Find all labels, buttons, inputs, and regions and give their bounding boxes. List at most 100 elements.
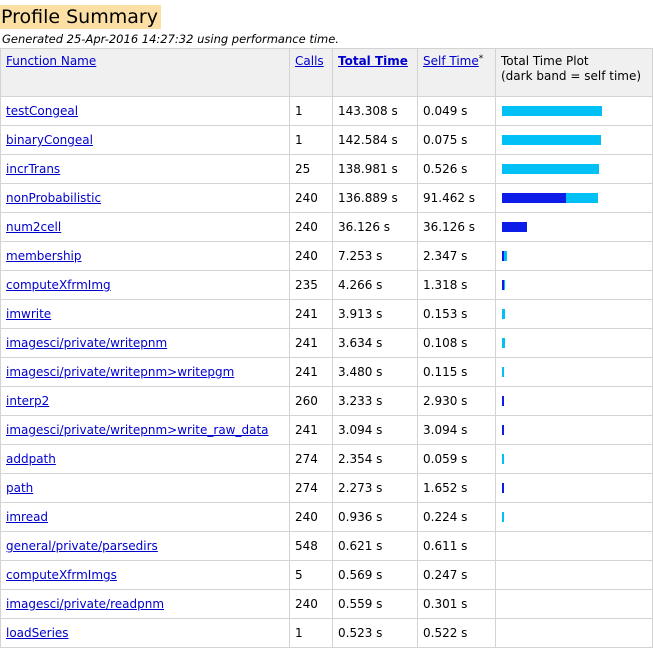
function-link[interactable]: computeXfrmImgs [6, 568, 117, 582]
sort-calls-link[interactable]: Calls [295, 54, 324, 68]
function-link[interactable]: nonProbabilistic [6, 191, 102, 205]
time-bar [502, 541, 647, 551]
table-row: computeXfrmImgs 5 0.569 s 0.247 s [0, 560, 653, 590]
time-bar [502, 454, 647, 464]
total-time-band [502, 512, 504, 522]
calls-cell: 25 [289, 154, 333, 184]
self-time-cell: 0.301 s [417, 589, 496, 619]
total-time-band [502, 338, 505, 348]
self-time-cell: 1.318 s [417, 270, 496, 300]
time-plot-cell [495, 125, 653, 155]
function-link[interactable]: membership [6, 249, 82, 263]
table-row: membership 240 7.253 s 2.347 s [0, 241, 653, 271]
function-link[interactable]: interp2 [6, 394, 50, 408]
time-bar [502, 425, 647, 435]
time-bar [502, 135, 647, 145]
time-bar [502, 512, 647, 522]
self-time-cell: 1.652 s [417, 473, 496, 503]
calls-cell: 240 [289, 241, 333, 271]
sort-function-name-link[interactable]: Function Name [6, 54, 97, 68]
table-row: imagesci/private/writepnm 241 3.634 s 0.108… [0, 328, 653, 358]
self-time-footnote-marker: * [478, 54, 484, 64]
self-time-cell: 0.049 s [417, 96, 496, 126]
time-bar [502, 251, 647, 261]
self-time-cell: 3.094 s [417, 415, 496, 445]
calls-cell: 241 [289, 299, 333, 329]
time-plot-cell [495, 357, 653, 387]
function-link[interactable]: general/private/parsedirs [6, 539, 158, 553]
total-time-cell: 143.308 s [332, 96, 418, 126]
function-name-header: Function Name [0, 48, 290, 97]
table-row: loadSeries 1 0.523 s 0.522 s [0, 618, 653, 648]
calls-cell: 241 [289, 328, 333, 358]
profile-table: Function Name Calls Total Time Self Time… [0, 48, 653, 648]
self-time-cell: 0.153 s [417, 299, 496, 329]
total-time-band [502, 367, 504, 377]
time-plot-cell [495, 154, 653, 184]
self-time-cell: 0.115 s [417, 357, 496, 387]
self-time-cell: 2.930 s [417, 386, 496, 416]
function-name-cell: imread [0, 502, 290, 532]
function-link[interactable]: imagesci/private/readpnm [6, 597, 165, 611]
total-time-cell: 0.559 s [332, 589, 418, 619]
calls-cell: 240 [289, 502, 333, 532]
total-time-cell: 0.621 s [332, 531, 418, 561]
sort-total-time-link[interactable]: Total Time [338, 54, 408, 68]
function-link[interactable]: computeXfrmImg [6, 278, 111, 292]
total-time-band [502, 106, 602, 116]
calls-cell: 241 [289, 357, 333, 387]
calls-cell: 240 [289, 212, 333, 242]
calls-cell: 235 [289, 270, 333, 300]
function-name-cell: imwrite [0, 299, 290, 329]
function-link[interactable]: imagesci/private/writepnm>write_raw_data [6, 423, 269, 437]
function-link[interactable]: path [6, 481, 34, 495]
total-time-cell: 138.981 s [332, 154, 418, 184]
total-time-cell: 3.094 s [332, 415, 418, 445]
sort-self-time-link[interactable]: Self Time [423, 54, 479, 68]
self-time-band [502, 222, 527, 232]
time-bar [502, 222, 647, 232]
time-bar [502, 193, 647, 203]
total-time-cell: 0.523 s [332, 618, 418, 648]
function-name-cell: imagesci/private/writepnm>write_raw_data [0, 415, 290, 445]
self-time-cell: 2.347 s [417, 241, 496, 271]
total-time-band [502, 251, 507, 261]
table-row: imwrite 241 3.913 s 0.153 s [0, 299, 653, 329]
function-link[interactable]: num2cell [6, 220, 62, 234]
table-row: imagesci/private/writepnm>writepgm 241 3.4… [0, 357, 653, 387]
self-time-header: Self Time* [417, 48, 496, 97]
function-name-cell: membership [0, 241, 290, 271]
time-plot-cell [495, 531, 653, 561]
calls-cell: 274 [289, 473, 333, 503]
function-link[interactable]: addpath [6, 452, 56, 466]
time-bar [502, 338, 647, 348]
function-link[interactable]: incrTrans [6, 162, 61, 176]
self-time-cell: 0.611 s [417, 531, 496, 561]
function-name-cell: general/private/parsedirs [0, 531, 290, 561]
time-plot-cell [495, 299, 653, 329]
table-row: general/private/parsedirs 548 0.621 s 0.611… [0, 531, 653, 561]
self-time-cell: 0.059 s [417, 444, 496, 474]
function-link[interactable]: loadSeries [6, 626, 69, 640]
self-time-band [502, 280, 504, 290]
self-time-band [502, 251, 504, 261]
time-plot-cell [495, 96, 653, 126]
function-name-cell: interp2 [0, 386, 290, 416]
calls-cell: 241 [289, 415, 333, 445]
time-plot-cell [495, 444, 653, 474]
function-link[interactable]: imwrite [6, 307, 52, 321]
table-row: incrTrans 25 138.981 s 0.526 s [0, 154, 653, 184]
function-link[interactable]: testCongeal [6, 104, 79, 118]
function-link[interactable]: imagesci/private/writepnm [6, 336, 168, 350]
function-link[interactable]: binaryCongeal [6, 133, 93, 147]
time-bar [502, 628, 647, 638]
total-time-cell: 4.266 s [332, 270, 418, 300]
table-row: num2cell 240 36.126 s 36.126 s [0, 212, 653, 242]
function-link[interactable]: imread [6, 510, 49, 524]
calls-cell: 260 [289, 386, 333, 416]
self-time-band [502, 193, 566, 203]
function-link[interactable]: imagesci/private/writepnm>writepgm [6, 365, 235, 379]
total-time-cell: 2.354 s [332, 444, 418, 474]
table-row: imread 240 0.936 s 0.224 s [0, 502, 653, 532]
time-plot-title: Total Time Plot [501, 54, 589, 68]
